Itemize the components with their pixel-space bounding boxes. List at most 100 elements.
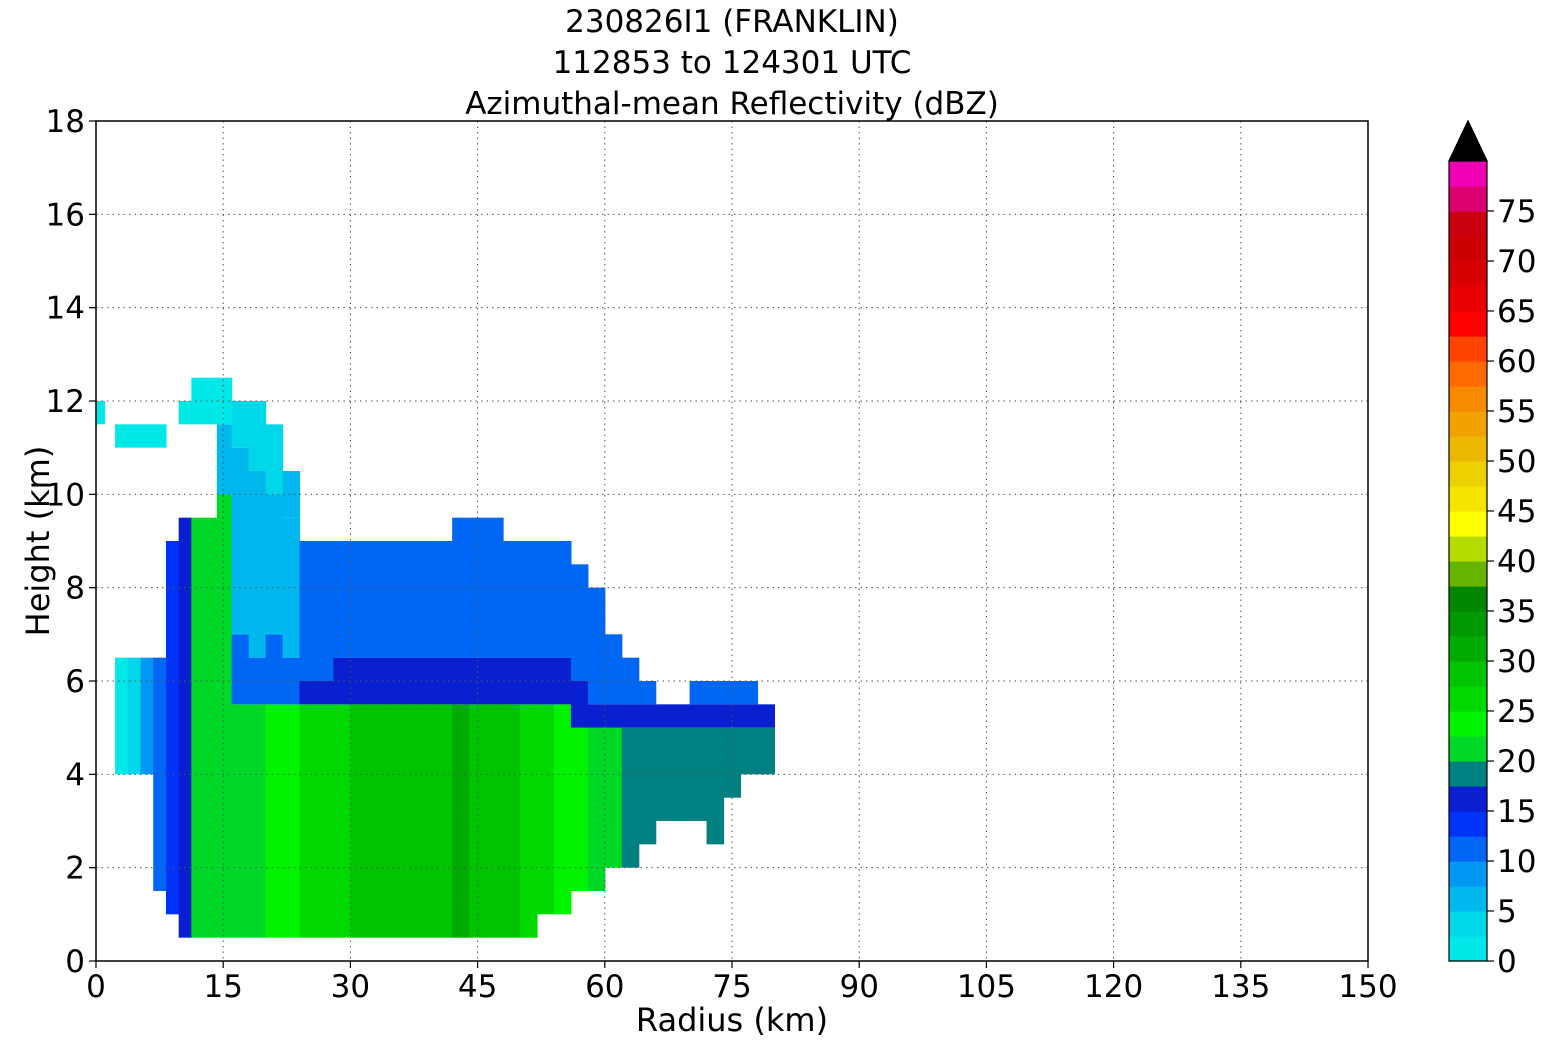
reflectivity-cell (299, 704, 318, 938)
reflectivity-cell (350, 541, 368, 658)
reflectivity-cell (127, 424, 142, 448)
reflectivity-cell (638, 704, 657, 728)
colorbar-tick-label: 55 (1497, 394, 1536, 430)
reflectivity-cell (689, 704, 708, 728)
reflectivity-cell (248, 471, 267, 658)
colorbar-swatch (1449, 911, 1487, 937)
colorbar-swatch (1449, 936, 1487, 962)
y-tick-label: 2 (65, 851, 85, 887)
reflectivity-cell (282, 517, 301, 658)
reflectivity-cell (216, 424, 233, 495)
colorbar-tick-label: 15 (1497, 794, 1536, 830)
reflectivity-cell (282, 704, 301, 938)
y-tick-label: 16 (46, 197, 85, 233)
colorbar-tick-label: 75 (1497, 194, 1536, 230)
colorbar-tick-label: 10 (1497, 844, 1536, 880)
colorbar-swatch (1449, 411, 1487, 437)
colorbar-swatch (1449, 536, 1487, 562)
reflectivity-cell (503, 657, 521, 705)
reflectivity-cell (216, 377, 233, 425)
reflectivity-cell (587, 587, 606, 705)
reflectivity-cell (689, 681, 708, 705)
y-axis-label: Height (km) (19, 445, 57, 637)
reflectivity-cell (672, 727, 691, 821)
reflectivity-cell (723, 681, 742, 705)
colorbar-swatch (1449, 861, 1487, 887)
reflectivity-cell (757, 727, 775, 775)
reflectivity-cell (570, 727, 589, 891)
reflectivity-cell (435, 541, 453, 658)
reflectivity-cell (265, 634, 284, 705)
reflectivity-cell (265, 494, 284, 635)
reflectivity-cell (740, 681, 759, 705)
reflectivity-cell (140, 657, 154, 775)
colorbar-swatch (1449, 661, 1487, 687)
reflectivity-cell (672, 704, 691, 728)
y-tick-label: 6 (65, 664, 85, 700)
reflectivity-cell (587, 704, 606, 728)
colorbar-tick-label: 20 (1497, 744, 1536, 780)
reflectivity-cell (740, 727, 759, 775)
reflectivity-cell (621, 727, 640, 868)
reflectivity-cell (706, 704, 725, 728)
colorbar-swatch (1449, 436, 1487, 462)
colorbar-tick-label: 40 (1497, 544, 1536, 580)
chart-title-line-1: 230826I1 (FRANKLIN) (565, 4, 899, 40)
x-tick-label: 135 (1211, 969, 1270, 1005)
x-tick-label: 30 (331, 969, 370, 1005)
reflectivity-cell (127, 657, 142, 775)
reflectivity-cell (486, 657, 504, 705)
reflectivity-cell (638, 727, 657, 845)
reflectivity-cell (638, 681, 657, 705)
reflectivity-cell (153, 657, 167, 891)
reflectivity-cell (231, 634, 250, 705)
reflectivity-cell (604, 634, 623, 705)
reflectivity-cell (536, 704, 555, 915)
reflectivity-cell (140, 424, 154, 448)
reflectivity-cell (553, 541, 572, 658)
colorbar-swatch (1449, 211, 1487, 237)
reflectivity-cell (570, 564, 589, 681)
reflectivity-cell (553, 657, 572, 705)
reflectivity-cell (536, 657, 555, 705)
colorbar-swatch (1449, 561, 1487, 587)
reflectivity-cell (333, 541, 351, 658)
x-tick-label: 75 (712, 969, 751, 1005)
reflectivity-cell (231, 447, 250, 635)
reflectivity-cell (333, 657, 351, 705)
reflectivity-cell (204, 377, 218, 425)
reflectivity-cell (418, 704, 436, 938)
colorbar-swatch (1449, 736, 1487, 762)
colorbar: 0 5 10 15 20 25 30 35 40 45 50 55 60 65 70 75 (1448, 119, 1536, 980)
colorbar-tick-label: 70 (1497, 244, 1536, 280)
reflectivity-cell (452, 517, 470, 658)
colorbar-tick-label: 0 (1497, 944, 1517, 980)
reflectivity-cell (191, 517, 205, 938)
reflectivity-cell (178, 401, 192, 425)
colorbar-swatch (1449, 686, 1487, 712)
reflectivity-cell (401, 704, 419, 938)
reflectivity-cell (520, 657, 538, 705)
y-tick-label: 18 (46, 104, 85, 140)
x-tick-label: 15 (203, 969, 242, 1005)
colorbar-swatch (1449, 636, 1487, 662)
reflectivity-cell (587, 727, 606, 891)
colorbar-tick-label: 45 (1497, 494, 1536, 530)
chart-title-line-3: Azimuthal-mean Reflectivity (dBZ) (465, 86, 999, 122)
reflectivity-cell (204, 517, 218, 938)
colorbar-swatch (1449, 886, 1487, 912)
reflectivity-cell (740, 704, 759, 728)
x-tick-label: 150 (1338, 969, 1397, 1005)
reflectivity-cell (503, 541, 521, 658)
colorbar-swatch (1449, 586, 1487, 612)
reflectivity-cell (401, 541, 419, 658)
reflectivity-cell (231, 401, 250, 448)
reflectivity-cell (248, 704, 267, 938)
plot-area (96, 377, 775, 938)
colorbar-tick-label: 65 (1497, 294, 1536, 330)
reflectivity-cell (115, 424, 129, 448)
y-tick-label: 12 (46, 384, 85, 420)
x-tick-label: 0 (86, 969, 106, 1005)
y-tick-label: 4 (65, 757, 85, 793)
reflectivity-cell (299, 681, 318, 705)
